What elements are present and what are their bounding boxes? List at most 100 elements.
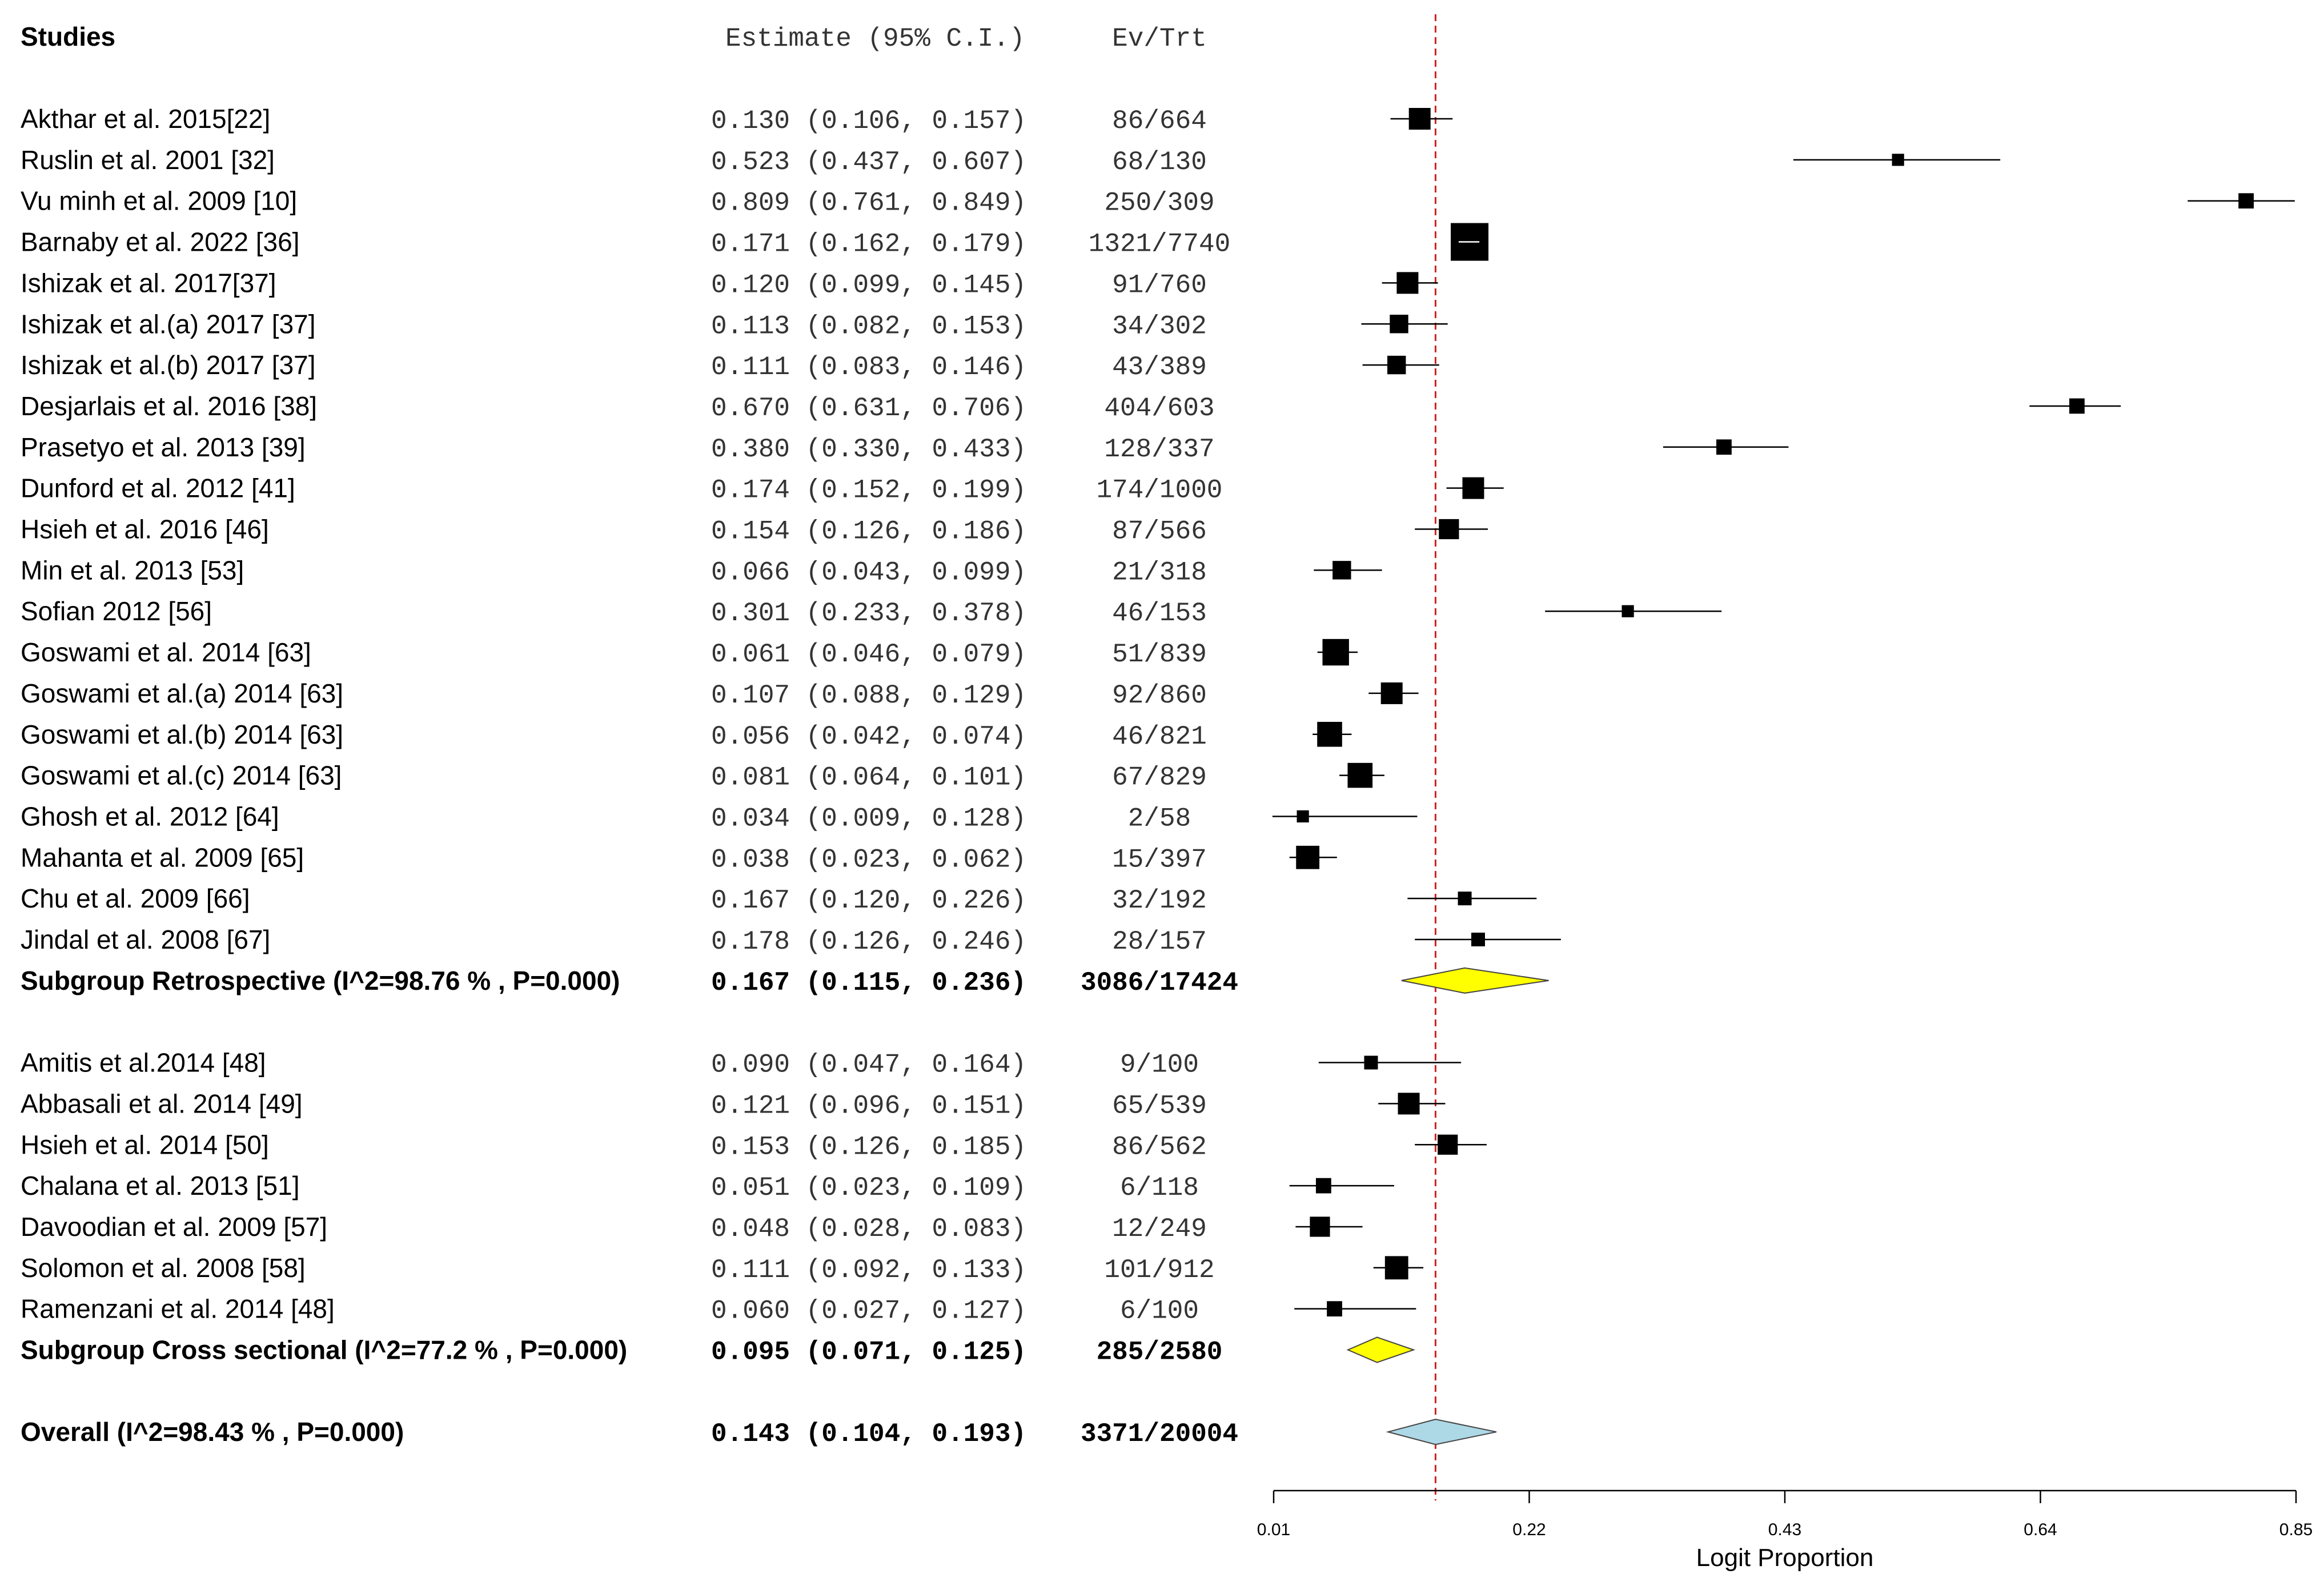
point-estimate [1347,762,1373,788]
estimate-ci: 0.056 (0.042, 0.074) [711,722,1026,752]
estimate-ci: 0.120 (0.099, 0.145) [711,270,1026,300]
overall-label: Overall (I^2=98.43 % , P=0.000) [21,1417,404,1447]
subgroup-diamond [1401,967,1549,994]
estimate-ci: 0.038 (0.023, 0.062) [711,845,1026,874]
subgroup-label: Subgroup Retrospective (I^2=98.76 % , P=… [21,966,620,995]
study-label: Amitis et al.2014 [48] [21,1048,266,1078]
point-estimate [1439,519,1459,540]
estimate-ci: 0.081 (0.064, 0.101) [711,763,1026,793]
subgroup-label: Subgroup Cross sectional (I^2=77.2 % , P… [21,1335,627,1365]
events-total: 68/130 [1112,147,1207,177]
estimate-ci: 0.380 (0.330, 0.433) [711,435,1026,464]
point-estimate [1398,1093,1420,1115]
x-tick-label: 0.64 [2024,1520,2057,1539]
point-estimate [1327,1301,1342,1317]
study-rows: Akthar et al. 2015[22] 0.130 (0.106, 0.15… [21,104,1238,1449]
point-estimate [1387,355,1406,375]
estimate-ci: 0.301 (0.233, 0.378) [711,599,1026,628]
study-label: Vu minh et al. 2009 [10] [21,186,297,216]
point-estimate [1315,1178,1331,1194]
estimate-ci: 0.066 (0.043, 0.099) [711,557,1026,587]
estimate-ci: 0.167 (0.120, 0.226) [711,886,1026,916]
point-estimate [1322,639,1349,666]
point-estimate [1390,315,1408,334]
events-total: 12/249 [1112,1214,1207,1244]
study-label: Ishizak et al.(b) 2017 [37] [21,350,316,380]
events-total: 32/192 [1112,886,1207,916]
estimate-ci: 0.143 (0.104, 0.193) [711,1419,1026,1449]
events-total: 15/397 [1112,845,1207,874]
study-label: Davoodian et al. 2009 [57] [21,1212,327,1242]
events-total: 91/760 [1112,270,1207,300]
point-estimate [1380,682,1403,704]
x-tick-label: 0.85 [2279,1520,2313,1539]
point-estimate [2069,398,2085,414]
events-total: 86/562 [1112,1132,1207,1162]
x-tick-label: 0.22 [1512,1520,1546,1539]
events-total: 86/664 [1112,106,1207,136]
estimate-ci: 0.178 (0.126, 0.246) [711,927,1026,957]
point-estimate [1716,439,1732,455]
point-estimate [1396,272,1419,294]
study-label: Goswami et al. 2014 [63] [21,637,311,667]
point-estimate [1892,154,1904,166]
point-estimate [1408,108,1431,130]
study-label: Prasetyo et al. 2013 [39] [21,432,306,462]
header-estimate: Estimate (95% C.I.) [725,24,1025,54]
events-total: 43/389 [1112,352,1207,382]
events-total: 3086/17424 [1081,968,1238,998]
events-total: 9/100 [1120,1050,1199,1080]
estimate-ci: 0.167 (0.115, 0.236) [711,968,1026,998]
events-total: 28/157 [1112,927,1207,957]
estimate-ci: 0.090 (0.047, 0.164) [711,1050,1026,1080]
estimate-ci: 0.670 (0.631, 0.706) [711,394,1026,423]
estimate-ci: 0.111 (0.092, 0.133) [711,1255,1026,1285]
estimate-ci: 0.051 (0.023, 0.109) [711,1173,1026,1203]
estimate-ci: 0.523 (0.437, 0.607) [711,147,1026,177]
events-total: 174/1000 [1097,476,1223,505]
events-total: 65/539 [1112,1091,1207,1121]
estimate-ci: 0.060 (0.027, 0.127) [711,1296,1026,1326]
x-axis-title: Logit Proportion [1696,1544,1874,1572]
estimate-ci: 0.113 (0.082, 0.153) [711,311,1026,341]
events-total: 67/829 [1112,763,1207,793]
events-total: 128/337 [1104,435,1214,464]
events-total: 2/58 [1128,804,1191,833]
study-label: Abbasali et al. 2014 [49] [21,1089,303,1118]
point-estimate [1458,892,1472,906]
estimate-ci: 0.174 (0.152, 0.199) [711,476,1026,505]
point-estimate [1297,810,1309,823]
estimate-ci: 0.095 (0.071, 0.125) [711,1338,1026,1367]
study-label: Ishizak et al. 2017[37] [21,268,276,298]
events-total: 92/860 [1112,681,1207,710]
estimate-ci: 0.107 (0.088, 0.129) [711,681,1026,710]
plot-marks [1272,14,2295,1501]
study-label: Solomon et al. 2008 [58] [21,1253,306,1283]
estimate-ci: 0.153 (0.126, 0.185) [711,1132,1026,1162]
point-estimate [1384,1256,1408,1280]
events-total: 46/821 [1112,722,1207,752]
point-estimate [1296,845,1320,869]
point-estimate [1332,561,1351,580]
study-label: Ghosh et al. 2012 [64] [21,801,279,831]
events-total: 87/566 [1112,517,1207,547]
study-label: Goswami et al.(b) 2014 [63] [21,720,343,749]
point-estimate [1471,933,1485,946]
estimate-ci: 0.048 (0.028, 0.083) [711,1214,1026,1244]
events-total: 404/603 [1104,394,1214,423]
events-total: 46/153 [1112,599,1207,628]
events-total: 250/309 [1104,188,1214,218]
subgroup-diamond [1346,1336,1416,1363]
study-label: Hsieh et al. 2014 [50] [21,1130,269,1159]
events-total: 1321/7740 [1089,230,1230,259]
header-ev-trt: Ev/Trt [1112,24,1207,54]
events-total: 34/302 [1112,311,1207,341]
point-estimate [2238,193,2254,209]
point-estimate [1462,477,1484,499]
events-total: 3371/20004 [1081,1419,1238,1449]
point-estimate [1621,605,1634,617]
point-estimate [1317,721,1342,747]
study-label: Desjarlais et al. 2016 [38] [21,391,317,421]
estimate-ci: 0.111 (0.083, 0.146) [711,352,1026,382]
